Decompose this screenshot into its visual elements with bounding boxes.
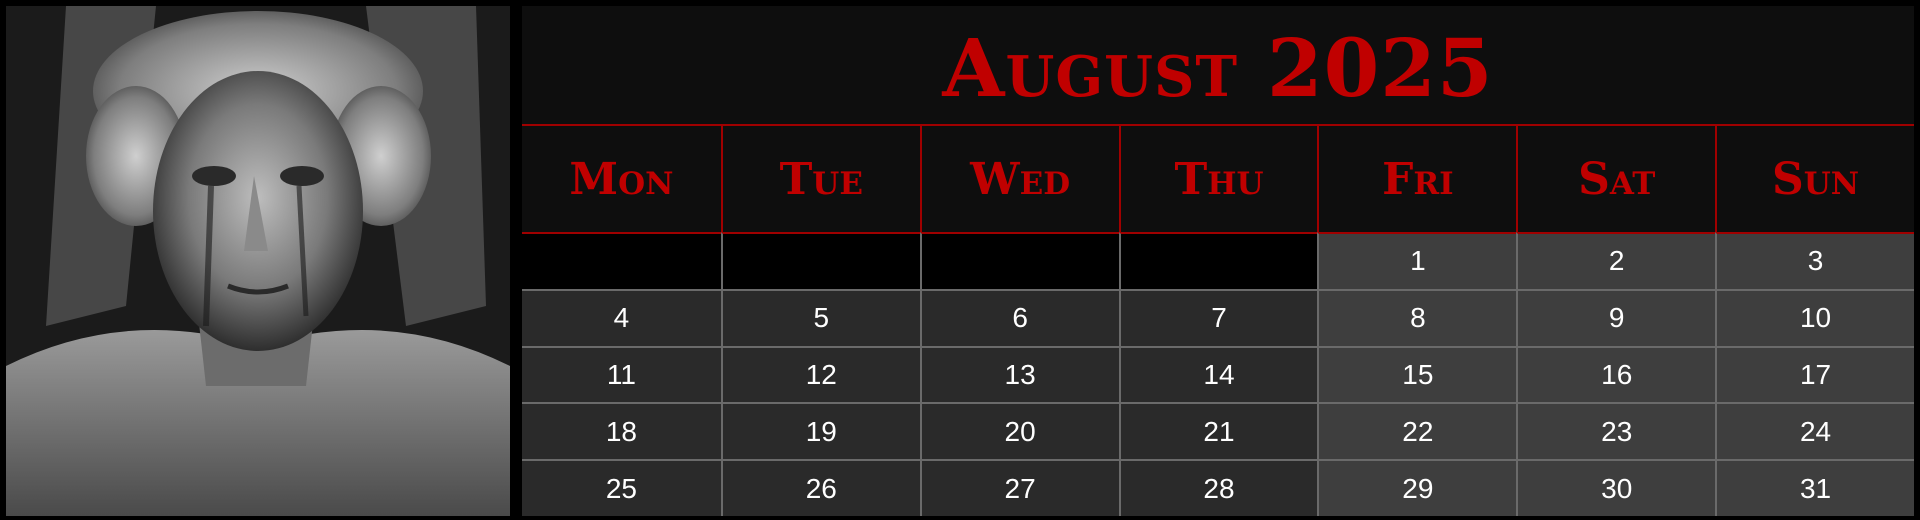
empty-day-cell <box>522 232 721 289</box>
day-cell[interactable]: 3 <box>1715 232 1914 289</box>
weekday-header-sat: Sat <box>1516 124 1716 232</box>
day-cell[interactable]: 11 <box>522 345 721 403</box>
day-cell[interactable]: 25 <box>522 459 721 516</box>
day-cell[interactable]: 28 <box>1118 459 1318 516</box>
day-cell[interactable]: 20 <box>919 402 1119 460</box>
day-cell[interactable]: 1 <box>1317 232 1517 289</box>
calendar-grid: Mon Tue Wed Thu Fri Sat Sun 1 2 3 4 5 6 7 8 9 10 11 12 13 14… <box>522 124 1914 516</box>
statue-illustration <box>6 6 510 516</box>
weekday-header-mon: Mon <box>522 124 721 232</box>
day-cell[interactable]: 21 <box>1118 402 1318 460</box>
weekday-header-fri: Fri <box>1317 124 1517 232</box>
day-cell[interactable]: 23 <box>1516 402 1716 460</box>
empty-day-cell <box>919 232 1119 289</box>
day-cell[interactable]: 19 <box>720 402 920 460</box>
day-cell[interactable]: 15 <box>1317 345 1517 403</box>
day-cell[interactable]: 2 <box>1516 232 1716 289</box>
day-cell[interactable]: 30 <box>1516 459 1716 516</box>
day-cell[interactable]: 29 <box>1317 459 1517 516</box>
calendar: August 2025 Mon Tue Wed Thu Fri Sat Sun 1 2 3 4 5 6 7… <box>522 6 1914 516</box>
empty-day-cell <box>1118 232 1318 289</box>
day-cell[interactable]: 9 <box>1516 288 1716 346</box>
day-cell[interactable]: 13 <box>919 345 1119 403</box>
day-cell[interactable]: 24 <box>1715 402 1914 460</box>
day-cell[interactable]: 17 <box>1715 345 1914 403</box>
day-cell[interactable]: 4 <box>522 288 721 346</box>
empty-day-cell <box>720 232 920 289</box>
month-title: August 2025 <box>942 21 1494 115</box>
weekday-header-thu: Thu <box>1118 124 1318 232</box>
day-cell[interactable]: 27 <box>919 459 1119 516</box>
day-cell[interactable]: 5 <box>720 288 920 346</box>
day-cell[interactable]: 10 <box>1715 288 1914 346</box>
day-cell[interactable]: 14 <box>1118 345 1318 403</box>
day-cell[interactable]: 6 <box>919 288 1119 346</box>
day-cell[interactable]: 26 <box>720 459 920 516</box>
day-cell[interactable]: 16 <box>1516 345 1716 403</box>
day-cell[interactable]: 18 <box>522 402 721 460</box>
day-cell[interactable]: 12 <box>720 345 920 403</box>
day-cell[interactable]: 7 <box>1118 288 1318 346</box>
day-cell[interactable]: 31 <box>1715 459 1914 516</box>
weekday-header-wed: Wed <box>919 124 1119 232</box>
day-cell[interactable]: 22 <box>1317 402 1517 460</box>
weekday-header-sun: Sun <box>1715 124 1914 232</box>
day-cell[interactable]: 8 <box>1317 288 1517 346</box>
weekday-header-tue: Tue <box>720 124 920 232</box>
statue-photo <box>6 6 510 516</box>
